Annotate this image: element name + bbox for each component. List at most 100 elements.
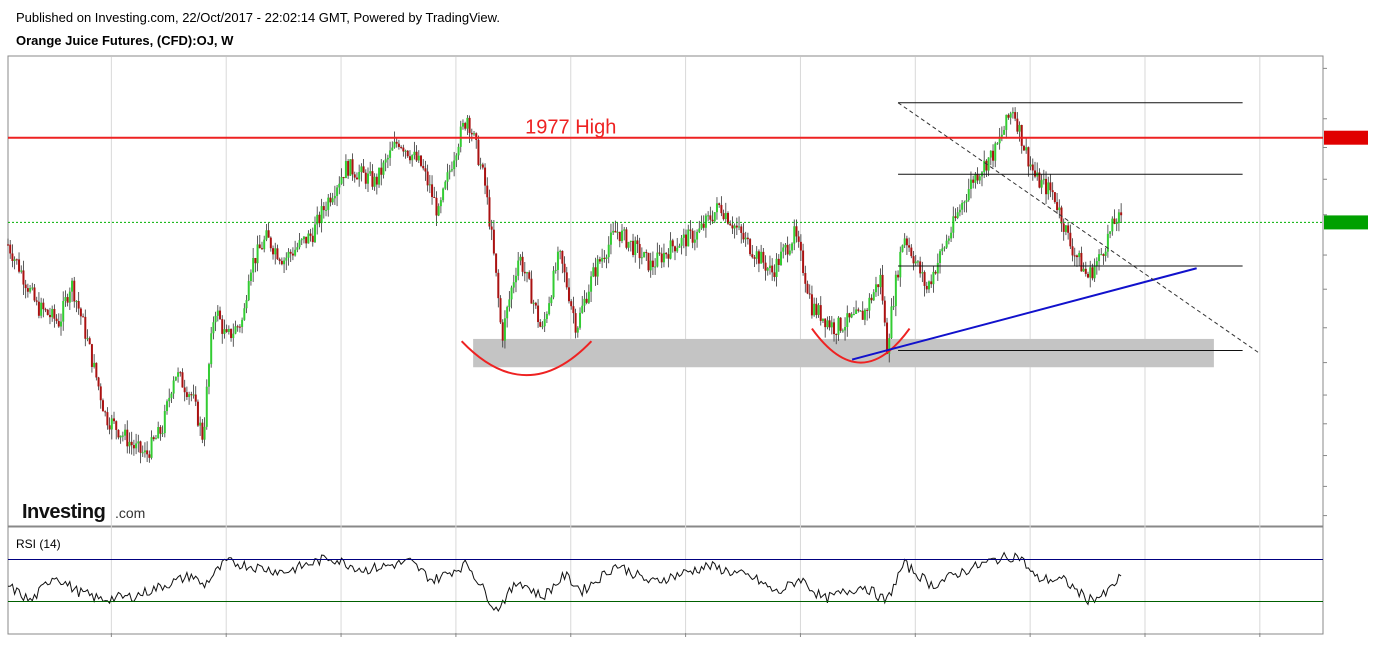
candle-body <box>101 400 104 412</box>
candle-body <box>989 150 992 158</box>
rsi-title: RSI (14) <box>16 537 61 551</box>
candle-body <box>479 164 482 166</box>
candle-body <box>1047 182 1050 195</box>
candle-body <box>905 238 908 246</box>
candle-body <box>55 318 58 322</box>
candle-body <box>718 203 721 205</box>
candle-body <box>435 197 438 216</box>
candle-body <box>185 392 188 398</box>
candle-body <box>342 177 345 179</box>
candle-body <box>307 233 310 244</box>
candle-body <box>1120 212 1123 216</box>
candle-body <box>592 267 595 277</box>
candle-body <box>252 257 255 273</box>
candle-body <box>353 174 356 178</box>
candle-body <box>305 236 308 244</box>
candle-body <box>230 328 233 339</box>
candle-body <box>51 308 54 318</box>
candle-body <box>1009 113 1012 118</box>
candle-body <box>358 171 361 180</box>
candle-body <box>709 215 712 220</box>
candle-body <box>925 285 928 290</box>
candle-body <box>897 274 900 278</box>
candle-body <box>117 429 120 438</box>
candle-body <box>99 386 102 401</box>
candle-body <box>539 322 542 327</box>
candle-body <box>439 200 442 207</box>
candle-body <box>886 322 889 354</box>
candle-body <box>992 150 995 161</box>
candle-body <box>930 281 933 285</box>
candle-body <box>199 422 202 426</box>
candle-body <box>890 306 893 339</box>
candle-body <box>331 198 334 203</box>
candle-body <box>1078 252 1081 258</box>
candle-body <box>724 212 727 220</box>
candle-body <box>1100 254 1103 256</box>
candle-body <box>157 427 160 439</box>
candle-body <box>757 251 760 264</box>
candle-body <box>561 250 564 264</box>
candle-body <box>1029 164 1032 167</box>
candle-body <box>367 173 370 184</box>
candle-body <box>556 251 559 270</box>
candle-body <box>464 123 467 129</box>
candle-body <box>916 261 919 263</box>
candle-body <box>344 161 347 179</box>
candle-body <box>347 161 350 176</box>
candle-body <box>956 212 959 218</box>
candle-body <box>90 344 93 367</box>
rounded-bottom-arc <box>460 340 593 376</box>
candle-body <box>760 251 763 264</box>
candle-body <box>124 429 127 436</box>
candle-body <box>526 272 529 274</box>
candle-body <box>638 243 641 259</box>
candle-body <box>473 133 476 135</box>
candle-body <box>810 294 813 316</box>
candle-body <box>868 297 871 311</box>
candle-body <box>939 251 942 263</box>
candle-body <box>1071 246 1074 256</box>
candle-body <box>163 411 166 434</box>
published-caption: Published on Investing.com, 22/Oct/2017 … <box>16 10 500 25</box>
candle-body <box>947 238 950 241</box>
candle-body <box>696 231 699 240</box>
candle-body <box>859 310 862 312</box>
candle-body <box>583 298 586 306</box>
candle-body <box>203 426 206 440</box>
candle-body <box>1089 267 1092 278</box>
candle-body <box>340 177 343 184</box>
candle-body <box>554 269 557 271</box>
candle-body <box>22 270 25 285</box>
candle-body <box>996 143 999 145</box>
candle-body <box>57 321 60 327</box>
candle-body <box>1113 218 1116 224</box>
candle-body <box>548 303 551 314</box>
candle-body <box>954 216 957 218</box>
fib-levels <box>898 102 1243 352</box>
candle-body <box>415 151 418 161</box>
candle-body <box>601 257 604 262</box>
candle-body <box>753 257 756 259</box>
candle-body <box>329 197 332 203</box>
candle-body <box>190 394 193 396</box>
candle-body <box>1018 125 1021 132</box>
candle-body <box>943 247 946 249</box>
candle-body <box>391 147 394 151</box>
candle-body <box>711 219 714 222</box>
candle-body <box>780 251 783 265</box>
candle-body <box>333 195 336 199</box>
candle-body <box>148 454 151 458</box>
candle-body <box>788 250 791 255</box>
candle-body <box>42 302 45 310</box>
candle-body <box>815 303 818 315</box>
candle-body <box>1025 147 1028 151</box>
candle-body <box>477 139 480 165</box>
candle-body <box>596 259 599 277</box>
candle-body <box>433 197 436 199</box>
candle-body <box>143 450 146 453</box>
candle-body <box>1031 164 1034 171</box>
candle-body <box>408 156 411 161</box>
candle-body <box>287 251 290 258</box>
candle-body <box>437 206 440 216</box>
